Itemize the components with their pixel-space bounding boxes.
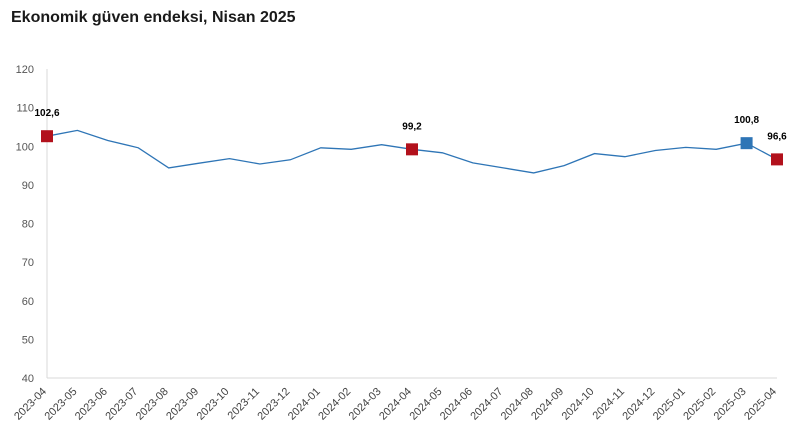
- x-tick-label: 2025-02: [681, 386, 718, 423]
- y-tick-label: 40: [22, 373, 34, 385]
- y-tick-label: 100: [16, 141, 34, 153]
- x-tick-label: 2023-06: [73, 386, 110, 423]
- x-tick-label: 2024-07: [468, 386, 505, 423]
- x-tick-label: 2024-12: [620, 386, 657, 423]
- x-tick-label: 2025-01: [651, 386, 688, 423]
- highlight-marker: [41, 130, 53, 143]
- x-tick-label: 2023-09: [164, 386, 201, 423]
- highlight-marker: [771, 153, 783, 166]
- x-tick-label: 2023-08: [134, 386, 171, 423]
- x-tick-label: 2024-06: [438, 386, 475, 423]
- x-tick-label: 2025-03: [712, 386, 749, 423]
- x-tick-label: 2024-10: [560, 386, 597, 423]
- x-tick-label: 2023-10: [195, 386, 232, 423]
- x-tick-label: 2024-03: [347, 386, 384, 423]
- x-tick-label: 2023-04: [12, 386, 49, 423]
- x-tick-label: 2023-05: [43, 386, 80, 423]
- highlight-marker: [406, 143, 418, 156]
- x-tick-label: 2025-04: [742, 386, 779, 423]
- x-tick-label: 2024-09: [529, 386, 566, 423]
- x-tick-label: 2024-04: [377, 386, 414, 423]
- y-tick-label: 120: [16, 64, 34, 76]
- data-label: 102,6: [34, 108, 59, 119]
- data-label: 99,2: [402, 121, 422, 132]
- x-tick-label: 2024-05: [408, 386, 445, 423]
- data-label: 96,6: [767, 131, 787, 142]
- x-tick-label: 2024-08: [499, 386, 536, 423]
- data-label: 100,8: [734, 115, 759, 126]
- chart-title: Ekonomik güven endeksi, Nisan 2025: [11, 9, 296, 26]
- y-tick-label: 80: [22, 219, 34, 231]
- y-tick-label: 110: [16, 103, 34, 115]
- x-tick-label: 2024-01: [286, 386, 323, 423]
- x-tick-label: 2023-07: [103, 386, 140, 423]
- y-tick-label: 70: [22, 257, 34, 269]
- y-tick-label: 60: [22, 296, 34, 308]
- highlight-marker: [740, 137, 753, 150]
- x-tick-label: 2023-12: [255, 386, 292, 423]
- x-tick-label: 2024-02: [316, 386, 353, 423]
- y-tick-label: 50: [22, 334, 34, 346]
- y-tick-label: 90: [22, 180, 34, 192]
